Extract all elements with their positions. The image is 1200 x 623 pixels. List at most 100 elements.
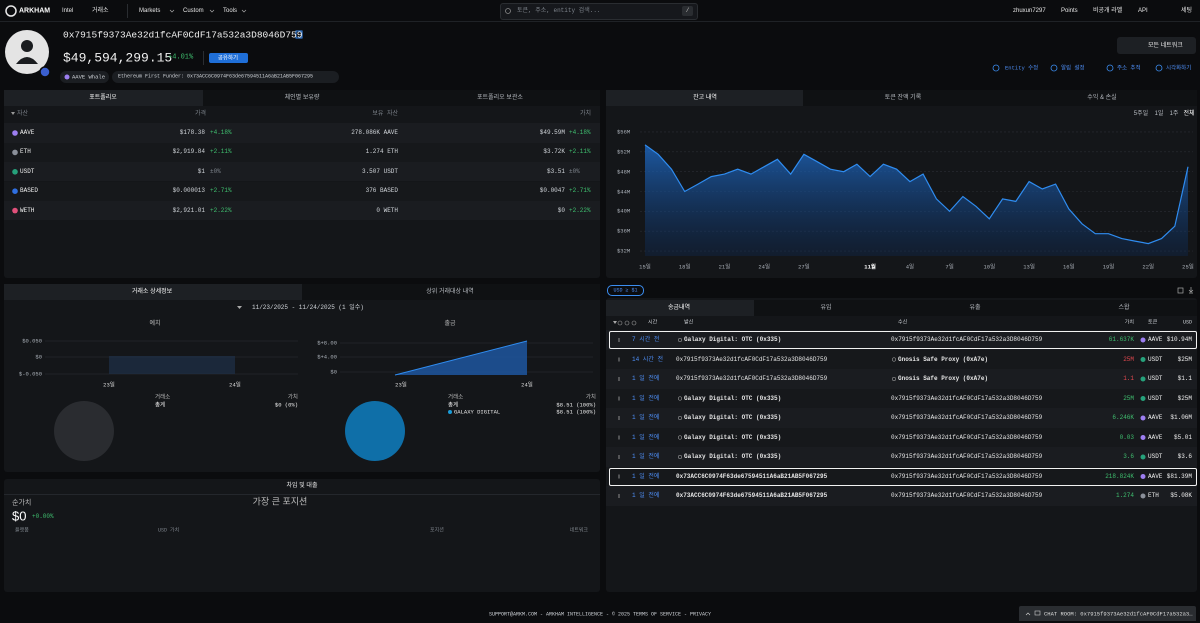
value: $0 <box>558 208 565 214</box>
token-icon <box>1141 494 1146 499</box>
to[interactable]: 0x7915f9373Ae32d1fcAF0CdF17a532a3D8046D7… <box>891 454 1042 460</box>
action-icon <box>1107 65 1113 71</box>
time[interactable]: 1 일 전에 <box>632 493 659 499</box>
from[interactable]: Galaxy Digital: OTC (0x335) <box>684 454 781 460</box>
to[interactable]: 0x7915f9373Ae32d1fcAF0CdF17a532a3D8046D7… <box>891 474 1042 480</box>
from[interactable]: Galaxy Digital: OTC (0x335) <box>684 435 781 441</box>
tab-label[interactable]: 잔고 내역 <box>693 95 717 101</box>
token: USDT <box>1148 376 1162 382</box>
tab-label[interactable]: 송금내역 <box>668 305 690 311</box>
tab-label[interactable]: 스왑 <box>1118 305 1129 311</box>
tab-label[interactable]: 유입 <box>820 305 831 311</box>
to[interactable]: 0x7915f9373Ae32d1fcAF0CdF17a532a3D8046D7… <box>891 337 1042 343</box>
time[interactable]: 1 일 전에 <box>632 376 659 382</box>
action-link[interactable]: Entity 수정 <box>1005 65 1038 71</box>
copy-icon <box>1178 288 1183 293</box>
entity-icon <box>892 377 896 381</box>
time[interactable]: 1 일 전에 <box>632 474 659 480</box>
tab-label[interactable]: 포트폴리오 <box>89 95 117 101</box>
nav-link[interactable]: Custom <box>183 8 204 14</box>
from[interactable]: Galaxy Digital: OTC (0x335) <box>684 337 781 343</box>
legend-dot <box>448 410 452 414</box>
time[interactable]: 1 일 전에 <box>632 435 659 441</box>
range-option[interactable]: 1주 <box>1170 111 1179 117</box>
logo-icon <box>6 6 16 16</box>
filter-chip-label[interactable]: USD ≥ $1 <box>613 288 637 293</box>
x-tick-label: 11월 <box>864 264 876 270</box>
from[interactable]: Galaxy Digital: OTC (0x335) <box>684 396 781 402</box>
to[interactable]: Gnosis Safe Proxy (0xA7e) <box>898 376 988 382</box>
time[interactable]: 7 시간 전 <box>632 337 659 343</box>
nav-right-link[interactable]: 세팅 <box>1181 8 1192 14</box>
nav-right-link[interactable]: zhuxun7297 <box>1013 8 1046 14</box>
nav-link[interactable]: Tools <box>223 8 237 14</box>
value-change: +4.18% <box>569 130 591 136</box>
range-option[interactable]: 전체 <box>1183 111 1194 117</box>
to[interactable]: 0x7915f9373Ae32d1fcAF0CdF17a532a3D8046D7… <box>891 415 1042 421</box>
nav-right-link[interactable]: 비공개 라벨 <box>1093 8 1122 14</box>
x-tick-label: 7일 <box>945 264 953 270</box>
column-header: 가격 <box>195 111 206 117</box>
from[interactable]: 0x7915f9373Ae32d1fcAF0CdF17a532a3D8046D7… <box>676 357 827 363</box>
net-value: $0 <box>12 510 26 523</box>
x-tick-label: 15일 <box>639 264 651 270</box>
column-header: 토큰 <box>1148 321 1157 326</box>
tab-label[interactable]: 상위 거래대상 내역 <box>426 289 474 295</box>
to[interactable]: 0x7915f9373Ae32d1fcAF0CdF17a532a3D8046D7… <box>891 493 1042 499</box>
column-header: 네트워크 <box>570 529 588 534</box>
to[interactable]: Gnosis Safe Proxy (0xA7e) <box>898 357 988 363</box>
from[interactable]: 0x73ACC6C0974F63de67594511A6aB21AB5F0672… <box>676 474 827 480</box>
time[interactable]: 1 일 전에 <box>632 415 659 421</box>
from[interactable]: 0x7915f9373Ae32d1fcAF0CdF17a532a3D8046D7… <box>676 376 827 382</box>
legend-header: 가치 <box>288 394 298 400</box>
network-label[interactable]: 모든 네트워크 <box>1148 43 1183 49</box>
asset-name: AAVE <box>20 130 34 136</box>
nav-link[interactable]: Intel <box>62 8 73 14</box>
legend-total-label: 총계 <box>448 402 458 408</box>
range-option[interactable]: 1일 <box>1155 111 1164 117</box>
to[interactable]: 0x7915f9373Ae32d1fcAF0CdF17a532a3D8046D7… <box>891 435 1042 441</box>
tab-label[interactable]: 포트폴리오 보관소 <box>477 95 523 101</box>
action-link[interactable]: 주소 추적 <box>1117 65 1141 71</box>
token-icon <box>1141 357 1146 362</box>
nav-link[interactable]: Markets <box>139 8 160 14</box>
column-header: 포지션 <box>430 529 444 534</box>
usd: $10.94M <box>1167 337 1192 343</box>
value: $3.72K <box>543 149 565 155</box>
nav-right-link[interactable]: Points <box>1061 8 1078 14</box>
from[interactable]: 0x73ACC6C0974F63de67594511A6aB21AB5F0672… <box>676 493 827 499</box>
time[interactable]: 1 일 전에 <box>632 454 659 460</box>
mini-x-label: 24일 <box>229 382 241 388</box>
tab-label[interactable]: 거래소 상세정보 <box>132 289 172 295</box>
to[interactable]: 0x7915f9373Ae32d1fcAF0CdF17a532a3D8046D7… <box>891 396 1042 402</box>
legend-header: 거래소 <box>448 394 463 400</box>
range-option[interactable]: 5주일 <box>1134 111 1148 117</box>
holding: 3.507 USDT <box>362 169 398 175</box>
avatar-head <box>21 40 33 52</box>
panel-title: 차입 및 대출 <box>287 483 318 489</box>
tab-label[interactable]: 토큰 잔액 기록 <box>885 95 921 101</box>
share-label[interactable]: 공유하기 <box>218 55 238 61</box>
time[interactable]: 14 시간 전 <box>632 357 663 363</box>
action-icon <box>1156 65 1162 71</box>
action-link[interactable]: 시각화하기 <box>1166 65 1191 71</box>
tab-label[interactable]: 수익 & 손실 <box>1087 95 1116 101</box>
tag: AAVE Whale <box>72 74 105 80</box>
time[interactable]: 1 일 전에 <box>632 396 659 402</box>
entity-icon <box>678 436 682 440</box>
chevron <box>170 10 174 12</box>
entity-icon <box>678 416 682 420</box>
tab-label[interactable]: 유출 <box>969 305 980 311</box>
chat-room[interactable]: CHAT ROOM: 0x7915f9373Ae32d1fcAF0CdF17a5… <box>1044 611 1194 617</box>
column-header: 수신 <box>898 321 907 326</box>
from[interactable]: Galaxy Digital: OTC (0x335) <box>684 415 781 421</box>
mini-x-label: 23일 <box>103 382 115 388</box>
withdraw-pie <box>345 401 405 461</box>
nav-right-link[interactable]: API <box>1138 8 1148 14</box>
token-icon <box>1141 396 1146 401</box>
tab-label[interactable]: 체인별 보유량 <box>285 95 320 101</box>
action-link[interactable]: 알림 설정 <box>1061 65 1085 71</box>
value-change: ±0% <box>569 169 580 175</box>
column-header: USD <box>1183 321 1192 326</box>
nav-link[interactable]: 거래소 <box>92 8 109 14</box>
